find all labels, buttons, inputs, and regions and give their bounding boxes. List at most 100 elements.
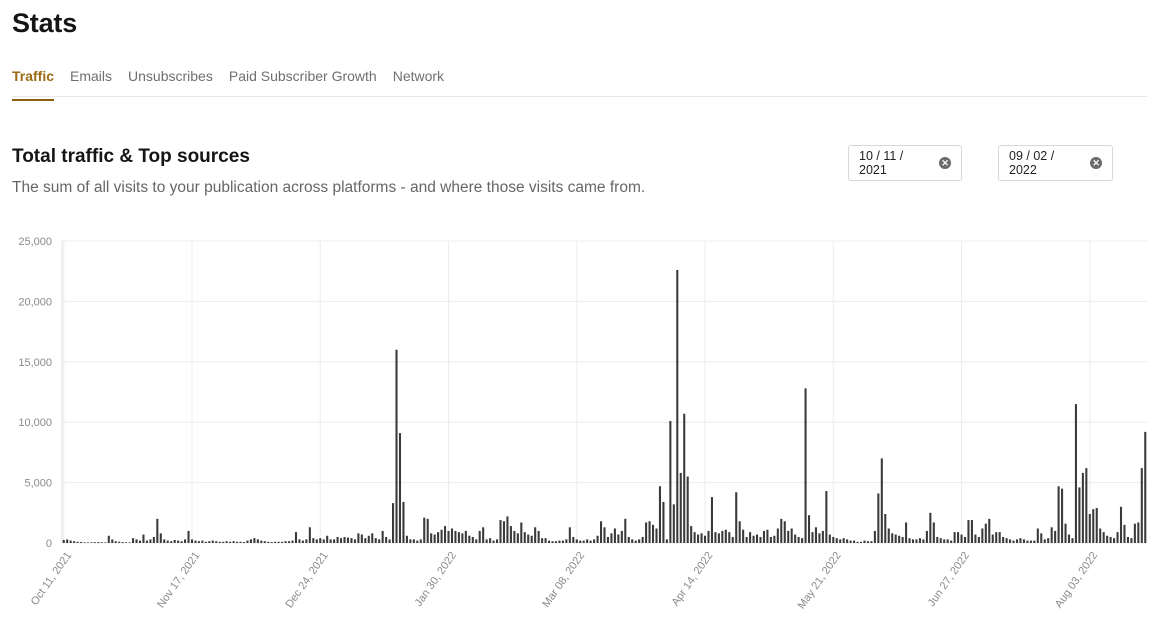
bar <box>801 538 804 543</box>
bar <box>1040 533 1043 543</box>
bar <box>1029 540 1032 543</box>
bar <box>1144 431 1147 543</box>
bar <box>1113 538 1116 543</box>
bar <box>676 269 679 543</box>
bar <box>648 521 651 543</box>
bar <box>984 523 987 543</box>
bar <box>950 540 953 543</box>
bar <box>305 539 308 543</box>
bar <box>211 540 214 543</box>
circle-x-icon[interactable]: ✕ <box>1090 157 1102 169</box>
start-date-value: 10 / 11 / 2021 <box>859 149 904 177</box>
bar <box>828 534 831 543</box>
bar <box>936 536 939 543</box>
bar <box>326 535 329 543</box>
circle-x-icon[interactable]: ✕ <box>939 157 951 169</box>
bar <box>1102 532 1105 543</box>
bar <box>478 530 481 543</box>
end-date-input[interactable]: 09 / 02 / 2022 ✕ <box>998 145 1113 181</box>
bar <box>229 541 232 543</box>
bar <box>877 493 880 543</box>
bar <box>527 534 530 543</box>
bar <box>242 542 246 543</box>
bar <box>520 522 523 543</box>
bar <box>891 533 894 543</box>
tab-network[interactable]: Network <box>392 68 445 84</box>
y-tick-label: 25,000 <box>18 236 52 248</box>
bar <box>1064 523 1067 543</box>
bar <box>839 539 842 543</box>
y-tick-label: 5,000 <box>24 478 52 490</box>
tab-paid-subscriber-growth[interactable]: Paid Subscriber Growth <box>228 68 377 84</box>
bar <box>1085 468 1088 543</box>
bar <box>943 539 946 543</box>
bar <box>475 539 478 543</box>
tab-traffic[interactable]: Traffic <box>12 60 55 101</box>
bar <box>617 534 620 543</box>
x-tick-label: Mar 08, 2022 <box>540 550 587 610</box>
bar <box>184 539 187 543</box>
bar <box>603 527 606 543</box>
start-date-input[interactable]: 10 / 11 / 2021 ✕ <box>848 145 962 181</box>
bar <box>547 540 551 543</box>
bar <box>544 538 547 543</box>
bar <box>1033 540 1036 543</box>
bar <box>457 532 460 543</box>
bar <box>967 520 970 543</box>
bar <box>894 534 897 543</box>
x-tick-label: May 21, 2022 <box>796 550 844 611</box>
bar <box>1022 539 1025 543</box>
bar <box>998 532 1001 543</box>
bar <box>291 540 294 543</box>
bar <box>853 540 856 543</box>
tab-emails[interactable]: Emails <box>70 68 113 84</box>
bar <box>454 530 457 543</box>
bar <box>118 541 121 543</box>
bar <box>759 536 762 543</box>
bar <box>378 539 381 543</box>
bar <box>849 540 852 543</box>
bar <box>939 538 942 543</box>
bar <box>225 541 228 543</box>
bar <box>953 532 956 543</box>
bar <box>1126 536 1129 543</box>
bar <box>1043 539 1046 543</box>
bar <box>669 420 672 543</box>
bar <box>464 530 467 543</box>
bar <box>721 530 724 543</box>
section-title: Total traffic & Top sources <box>12 146 250 167</box>
tab-unsubscribes[interactable]: Unsubscribes <box>128 68 213 84</box>
bar <box>145 540 148 543</box>
bar <box>624 518 627 543</box>
bar <box>496 539 499 543</box>
bar <box>197 541 200 543</box>
bar <box>194 540 197 543</box>
bar <box>104 542 107 543</box>
bar <box>974 534 977 543</box>
bar <box>593 539 596 543</box>
bar <box>707 530 710 543</box>
bar <box>932 522 935 543</box>
bar <box>423 517 426 543</box>
bar <box>93 542 96 543</box>
bar <box>832 536 835 543</box>
bar <box>499 520 502 543</box>
bar <box>353 539 356 543</box>
bar <box>814 527 817 543</box>
bar <box>579 540 582 543</box>
bar <box>111 539 114 543</box>
bar <box>745 536 748 543</box>
bar <box>846 539 849 543</box>
bar <box>173 539 176 543</box>
bar <box>620 530 623 543</box>
x-tick-label: Oct 11, 2021 <box>29 550 74 608</box>
bar <box>970 520 973 543</box>
bar <box>873 530 876 543</box>
bar <box>658 486 662 543</box>
bar <box>66 539 69 543</box>
bar <box>471 536 474 543</box>
bar <box>398 433 402 543</box>
traffic-bar-chart: 0 5,000 10,000 15,000 20,000 25,000 Oct 11, 20… <box>18 236 1147 611</box>
bar <box>1067 534 1071 543</box>
bar <box>218 541 221 543</box>
